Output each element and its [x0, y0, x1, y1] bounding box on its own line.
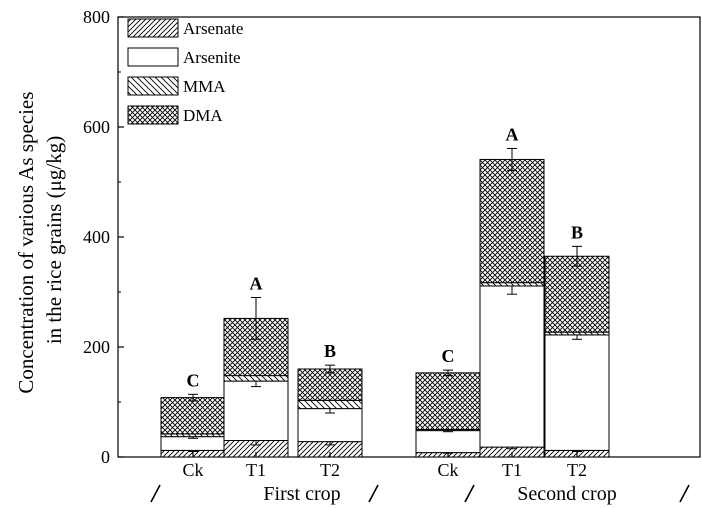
significance-label: A	[506, 124, 519, 144]
bar-segment-arsenite	[480, 286, 544, 447]
x-tick-label: T2	[320, 460, 340, 480]
x-tick-label: Ck	[182, 460, 203, 480]
legend-label-mma: MMA	[183, 77, 226, 96]
significance-label: C	[187, 370, 200, 390]
group-slash	[680, 485, 689, 502]
x-tick-label: T1	[246, 460, 266, 480]
significance-label: B	[324, 341, 336, 361]
group-label-second-crop: Second crop	[517, 483, 616, 505]
y-tick-label: 600	[83, 117, 110, 137]
group-slash	[151, 485, 160, 502]
x-tick-label: Ck	[437, 460, 458, 480]
legend-label-arsenate: Arsenate	[183, 19, 243, 38]
significance-label: C	[442, 346, 455, 366]
bars: C A B C A B	[161, 124, 609, 457]
legend-label-dma: DMA	[183, 106, 223, 125]
group-label-first-crop: First crop	[263, 483, 340, 505]
y-axis-title-line-2: in the rice grains (μg/kg)	[42, 136, 66, 344]
bar-segment-dma	[298, 369, 362, 400]
x-tick-label: T1	[502, 460, 522, 480]
y-tick-label: 400	[83, 227, 110, 247]
y-axis-title: Concentration of various As species in t…	[14, 86, 66, 393]
bar-segment-mma	[298, 400, 362, 408]
bar-segment-arsenite	[224, 381, 288, 440]
legend-label-arsenite: Arsenite	[183, 48, 241, 67]
legend: Arsenate Arsenite MMA DMA	[128, 19, 243, 125]
bar-segment-dma	[161, 398, 225, 434]
legend-swatch-arsenite	[128, 48, 178, 66]
group-slash	[369, 485, 378, 502]
bar-segment-arsenite	[545, 335, 609, 451]
legend-swatch-arsenate	[128, 19, 178, 37]
bar-segment-arsenite	[298, 409, 362, 442]
bar-segment-dma	[545, 256, 609, 332]
significance-label: A	[250, 274, 263, 294]
bar-segment-mma	[224, 376, 288, 382]
bar-segment-dma	[480, 159, 544, 282]
y-tick-label: 800	[83, 7, 110, 27]
y-tick-label: 200	[83, 337, 110, 357]
bar-segment-arsenite	[416, 431, 480, 453]
y-axis-title-line-1: Concentration of various As species	[14, 92, 38, 394]
x-tick-label: T2	[567, 460, 587, 480]
y-tick-label: 0	[101, 447, 110, 467]
legend-swatch-mma	[128, 77, 178, 95]
significance-label: B	[571, 222, 583, 242]
group-slash	[465, 485, 474, 502]
bar-segment-dma	[416, 373, 480, 430]
legend-swatch-dma	[128, 106, 178, 124]
